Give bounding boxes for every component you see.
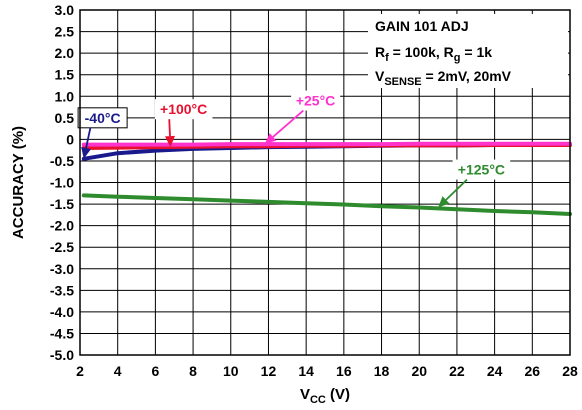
x-tick-label: 18 — [374, 363, 390, 379]
annotation-label: -40°C — [85, 110, 121, 126]
data-series — [81, 141, 572, 216]
annotation-arrow-line — [272, 109, 304, 138]
x-tick-labels: 2 4 6 8 10 12 14 16 18 20 22 24 26 28 — [76, 363, 578, 379]
x-tick-label: 28 — [562, 363, 578, 379]
condition-resistors: Rf = 100k, Rg = 1k — [375, 44, 492, 64]
y-tick-label: -3.0 — [50, 261, 74, 277]
annotation-arrow-line — [85, 127, 92, 149]
y-tick-label: -1.5 — [50, 196, 74, 212]
series-annotations: -40°C +100°C +25°C +125°C — [77, 90, 511, 208]
x-tick-label: 2 — [76, 363, 84, 379]
x-tick-label: 20 — [411, 363, 427, 379]
annotation-box — [452, 159, 511, 180]
series-line-25c — [81, 141, 572, 147]
annotation-arrow-line — [445, 178, 468, 201]
conditions-box — [368, 14, 568, 88]
x-tick-label: 10 — [223, 363, 239, 379]
y-tick-label: -2.5 — [50, 239, 74, 255]
annotation-box — [154, 99, 213, 120]
annotation-label: +125°C — [458, 162, 505, 178]
y-tick-label: -4.5 — [50, 325, 74, 341]
y-tick-label: 1.0 — [55, 88, 75, 104]
y-tick-label: 1.5 — [55, 67, 75, 83]
series-line-125c — [81, 193, 572, 216]
plot-frame — [79, 9, 571, 356]
y-tick-label: 2.0 — [55, 45, 75, 61]
y-tick-label: -0.5 — [50, 153, 74, 169]
x-tick-label: 8 — [189, 363, 197, 379]
x-tick-label: 4 — [114, 363, 122, 379]
annotation-arrowhead — [164, 135, 175, 148]
x-tick-label: 14 — [298, 363, 314, 379]
y-tick-label: 0.5 — [55, 110, 75, 126]
y-axis-title: ACCURACY (%) — [10, 126, 27, 239]
y-tick-label: -2.0 — [50, 218, 74, 234]
annotation-box — [77, 107, 128, 129]
x-tick-label: 26 — [525, 363, 541, 379]
condition-vsense: VSENSE = 2mV, 20mV — [375, 68, 512, 88]
condition-gain: GAIN 101 ADJ — [375, 18, 469, 34]
annotation-arrow-line — [168, 119, 171, 137]
x-tick-label: 22 — [449, 363, 465, 379]
x-axis-title: VCC (V) — [300, 386, 350, 406]
annotation-box — [291, 90, 341, 111]
annotation-label: +25°C — [296, 93, 335, 109]
y-tick-labels: 3.0 2.5 2.0 1.5 1.0 0.5 0 -0.5 -1.0 -1.5 -2.0 -2.5 -… — [50, 2, 74, 363]
annotation-arrowhead — [438, 196, 450, 208]
x-tick-label: 6 — [151, 363, 159, 379]
x-tick-label: 24 — [487, 363, 503, 379]
annotation-arrowhead — [264, 133, 277, 145]
y-tick-label: 2.5 — [55, 24, 75, 40]
x-tick-label: 16 — [336, 363, 352, 379]
y-tick-label: 3.0 — [55, 2, 75, 18]
annotation-label: +100°C — [160, 101, 207, 117]
y-tick-label: -4.0 — [50, 304, 74, 320]
y-tick-label: -1.0 — [50, 175, 74, 191]
y-tick-label: 0 — [66, 131, 74, 147]
y-tick-label: -5.0 — [50, 347, 74, 363]
y-tick-label: -3.5 — [50, 282, 74, 298]
annotation-arrowhead — [81, 146, 91, 159]
x-tick-label: 12 — [261, 363, 277, 379]
